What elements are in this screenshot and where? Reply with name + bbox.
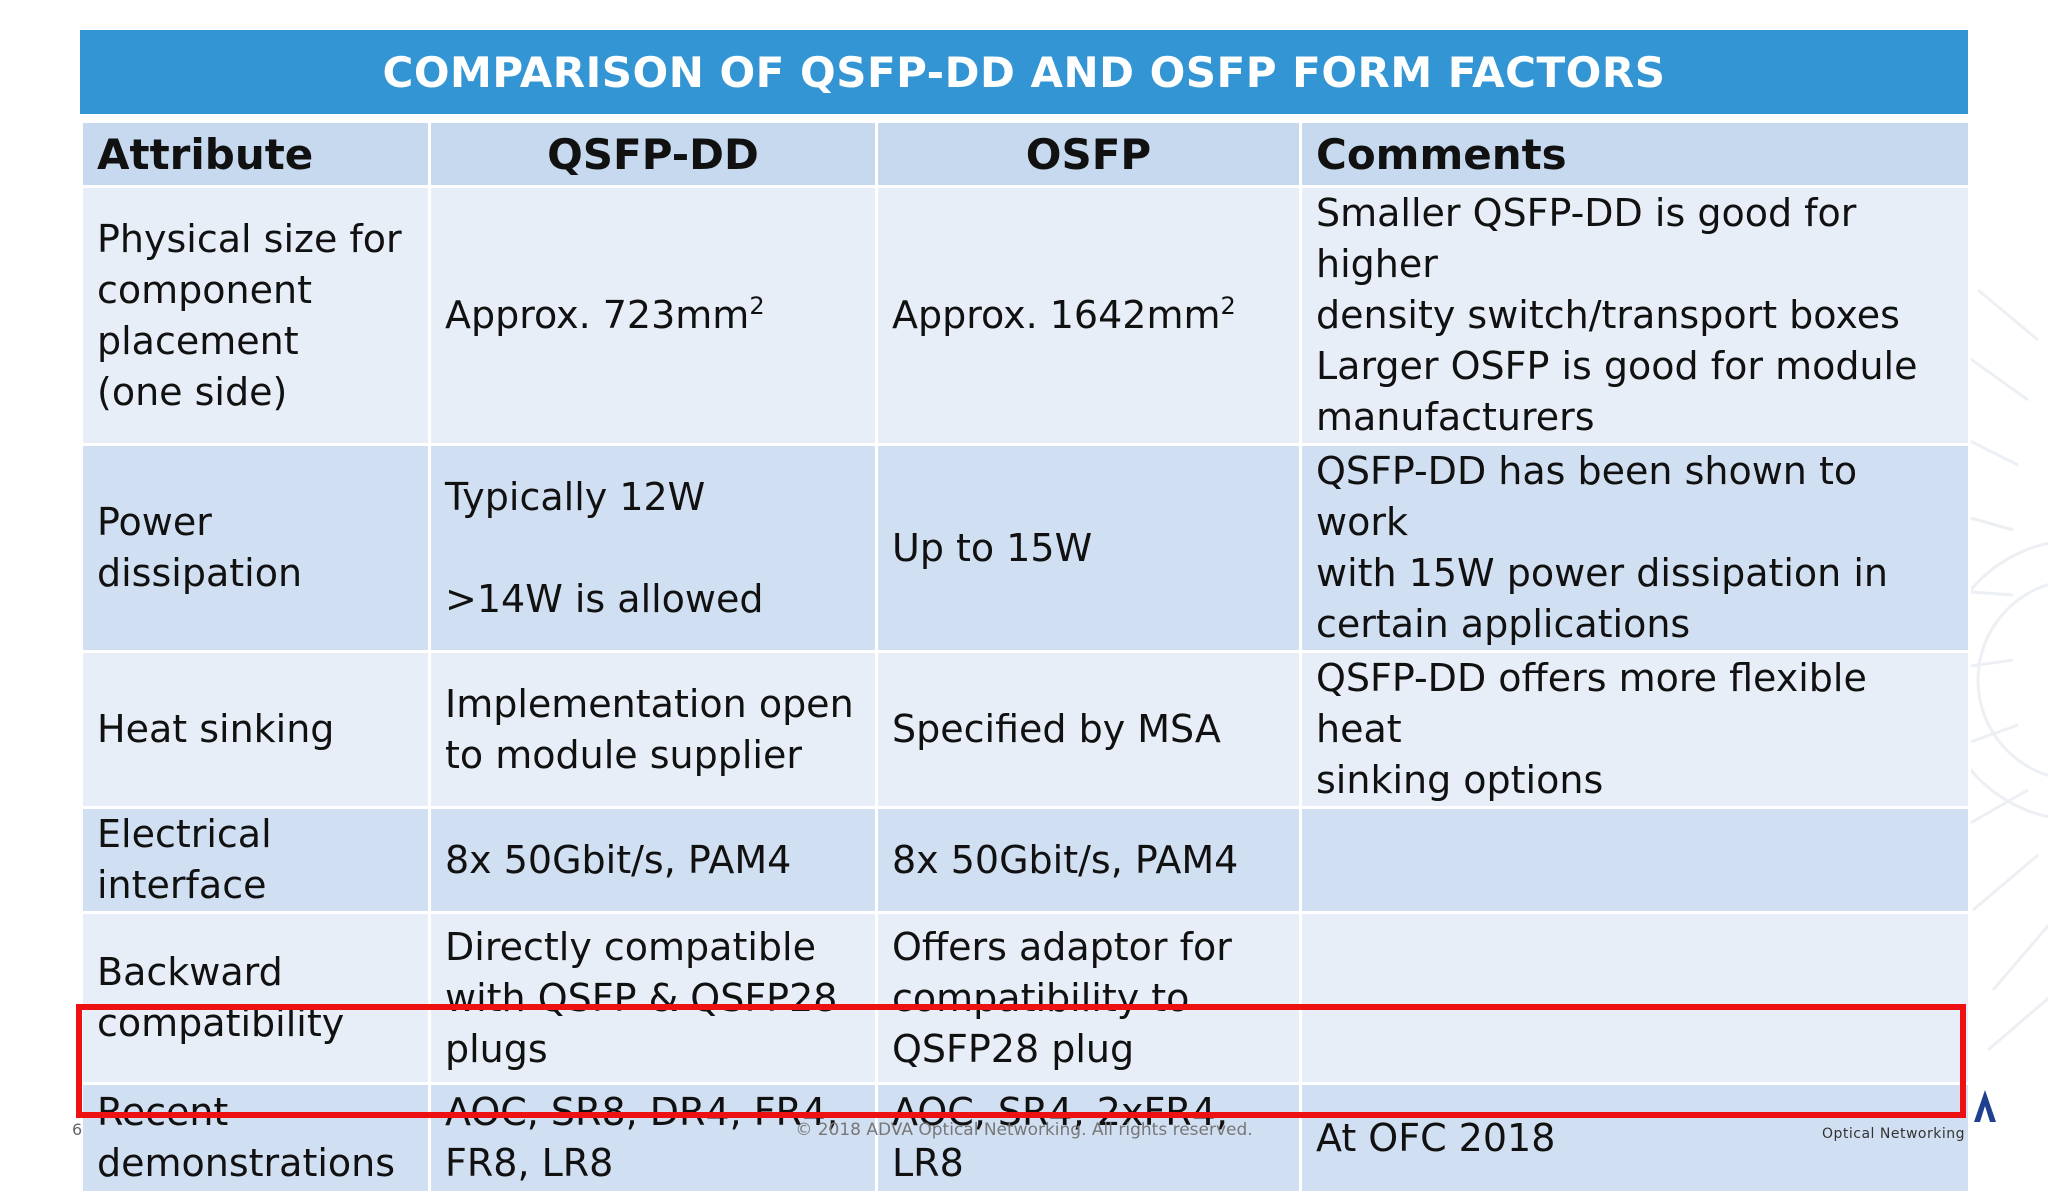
qsfp-dd-cell: Approx. 723mm2 [428, 185, 878, 446]
table-row: Electrical interface 8x 50Gbit/s, PAM4 8… [80, 806, 1971, 914]
cell-line: Physical size for [97, 216, 402, 261]
table-row: Power dissipation Typically 12W >14W is … [80, 443, 1971, 653]
table-row: Backward compatibility Directly compatib… [80, 911, 1971, 1085]
cell-line: QSFP28 plug [892, 1026, 1135, 1071]
comments-cell: QSFP-DD has been shown to work with 15W … [1299, 443, 1971, 653]
osfp-cell: Up to 15W [875, 443, 1302, 653]
attribute-cell: Heat sinking [80, 650, 431, 809]
cell-value: Approx. 723mm [445, 293, 750, 337]
cell-line: demonstrations [97, 1141, 396, 1185]
cell-line: QSFP-DD offers more flexible heat [1316, 656, 1867, 751]
cell-line: 8x 50Gbit/s, PAM4 [445, 837, 792, 882]
slide-title: COMPARISON OF QSFP-DD AND OSFP FORM FACT… [80, 30, 1968, 114]
osfp-cell: Specified by MSA [875, 650, 1302, 809]
cell-line: Up to 15W [892, 525, 1093, 570]
header-osfp: OSFP [875, 120, 1302, 188]
attribute-cell: Physical size for component placement (o… [80, 185, 431, 446]
cell-line: QSFP-DD has been shown to work [1316, 449, 1858, 544]
cell-line: Implementation open [445, 681, 854, 726]
cell-line: Typically 12W [445, 474, 706, 519]
osfp-cell: 8x 50Gbit/s, PAM4 [875, 806, 1302, 914]
cell-line: Heat sinking [97, 707, 335, 751]
comments-cell: QSFP-DD offers more flexible heat sinkin… [1299, 650, 1971, 809]
qsfp-dd-cell: Typically 12W >14W is allowed [428, 443, 878, 653]
cell-line: Backward [97, 950, 283, 994]
cell-line: Directly compatible [445, 924, 816, 969]
brand-logo-icon [1974, 1090, 1996, 1122]
header-comments: Comments [1299, 120, 1971, 188]
table-row: Heat sinking Implementation open to modu… [80, 650, 1971, 809]
cell-line: Offers adaptor for [892, 924, 1232, 969]
osfp-cell: Approx. 1642mm2 [875, 185, 1302, 446]
osfp-cell: Offers adaptor for compatibility to QSFP… [875, 911, 1302, 1085]
attribute-cell: Electrical interface [80, 806, 431, 914]
comments-cell [1299, 806, 1971, 914]
cell-line: density switch/transport boxes [1316, 293, 1900, 337]
cell-line: 8x 50Gbit/s, PAM4 [892, 837, 1239, 882]
cell-line: certain applications [1316, 602, 1691, 646]
cell-line: Smaller QSFP-DD is good for higher [1316, 191, 1857, 286]
cell-line: component [97, 267, 312, 312]
cell-line: with QSFP & QSFP28 [445, 975, 838, 1020]
cell-line: placement [97, 318, 299, 363]
qsfp-dd-cell: Implementation open to module supplier [428, 650, 878, 809]
cell-line: manufacturers [1316, 395, 1595, 439]
cell-line: FR8, LR8 [445, 1141, 614, 1185]
comparison-table: Attribute QSFP-DD OSFP Comments Physical… [80, 120, 1971, 1194]
cell-line: >14W is allowed [445, 576, 764, 621]
cell-line: plugs [445, 1026, 548, 1071]
attribute-cell: Backward compatibility [80, 911, 431, 1085]
cell-line: compatibility [97, 1001, 345, 1045]
cell-value: Approx. 1642mm [892, 293, 1221, 337]
cell-line: (one side) [97, 369, 288, 414]
header-qsfp-dd: QSFP-DD [428, 120, 878, 188]
cell-line: Electrical interface [97, 812, 272, 907]
cell-line: with 15W power dissipation in [1316, 551, 1888, 595]
comments-cell [1299, 911, 1971, 1085]
table-header-row: Attribute QSFP-DD OSFP Comments [80, 120, 1971, 188]
cell-line: Specified by MSA [892, 707, 1221, 751]
cell-line: Larger OSFP is good for module [1316, 344, 1918, 388]
page-number: 6 [72, 1120, 83, 1139]
qsfp-dd-cell: 8x 50Gbit/s, PAM4 [428, 806, 878, 914]
table-row: Physical size for component placement (o… [80, 185, 1971, 446]
brand-tagline: Optical Networking [1822, 1126, 1966, 1142]
cell-line: compatibility to [892, 975, 1190, 1020]
cell-line: to module supplier [445, 732, 802, 777]
attribute-cell: Power dissipation [80, 443, 431, 653]
cell-line: sinking options [1316, 758, 1604, 802]
superscript: 2 [1220, 292, 1236, 320]
comments-cell: Smaller QSFP-DD is good for higher densi… [1299, 185, 1971, 446]
header-attribute: Attribute [80, 120, 431, 188]
superscript: 2 [749, 292, 765, 320]
copyright-notice: © 2018 ADVA Optical Networking. All righ… [795, 1120, 1253, 1140]
qsfp-dd-cell: Directly compatible with QSFP & QSFP28 p… [428, 911, 878, 1085]
cell-line: Power dissipation [97, 500, 303, 595]
cell-spacer [445, 523, 861, 574]
